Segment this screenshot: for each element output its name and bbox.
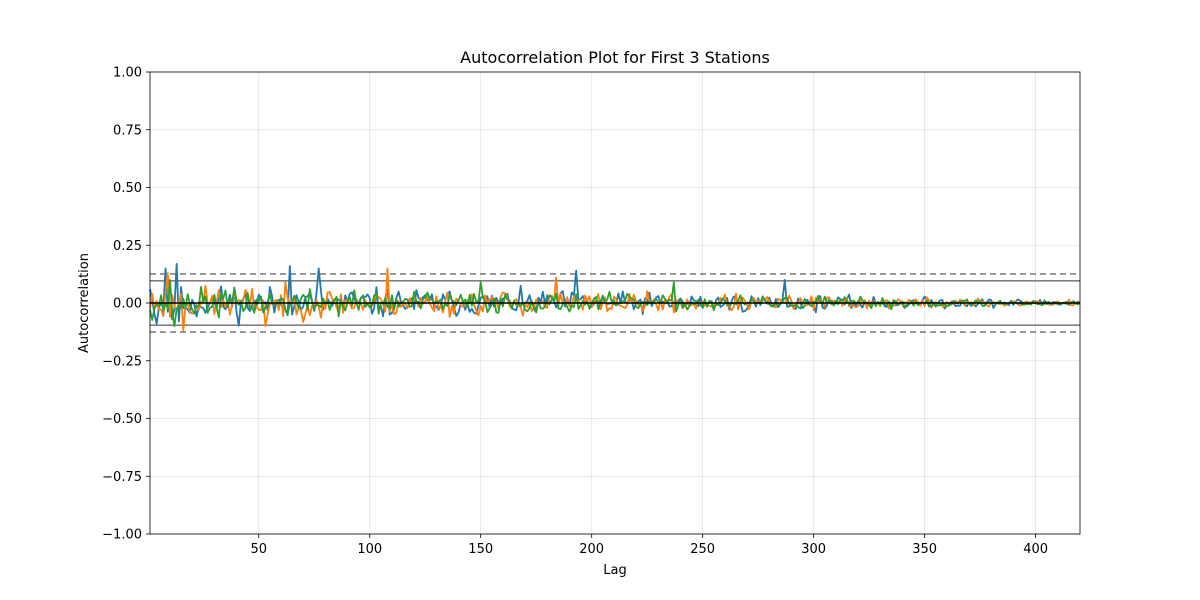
y-axis-ticks: −1.00 −0.75 −0.50 −0.25 0.00 0.25 0.50 0.75 1.00 xyxy=(102,66,150,543)
x-axis-title: Lag xyxy=(603,563,626,578)
confidence-bands xyxy=(150,273,1080,333)
x-tick-label: 300 xyxy=(801,542,826,557)
y-tick-label: −0.25 xyxy=(102,354,142,369)
y-tick-label: −0.75 xyxy=(102,470,142,485)
x-tick-label: 150 xyxy=(468,542,493,557)
y-axis-title: Autocorrelation xyxy=(77,253,92,353)
x-tick-label: 100 xyxy=(357,542,382,557)
y-tick-label: 0.75 xyxy=(113,123,142,138)
series-line xyxy=(149,262,1081,327)
chart-title: Autocorrelation Plot for First 3 Station… xyxy=(460,48,770,67)
y-tick-label: 1.00 xyxy=(113,66,142,81)
x-tick-label: 50 xyxy=(250,542,267,557)
x-tick-label: 350 xyxy=(912,542,937,557)
y-tick-label: 0.00 xyxy=(113,297,142,312)
y-tick-label: −1.00 xyxy=(102,528,142,543)
x-axis-ticks: 50 100 150 200 250 300 350 400 xyxy=(250,534,1048,557)
y-tick-label: 0.25 xyxy=(113,239,142,254)
x-tick-label: 250 xyxy=(690,542,715,557)
x-tick-label: 400 xyxy=(1023,542,1048,557)
series-lines xyxy=(149,262,1081,332)
x-tick-label: 200 xyxy=(579,542,604,557)
y-tick-label: −0.50 xyxy=(102,412,142,427)
y-tick-label: 0.50 xyxy=(113,181,142,196)
series-line xyxy=(149,267,1081,332)
